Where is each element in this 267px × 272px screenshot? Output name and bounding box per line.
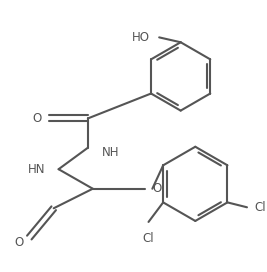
Text: Cl: Cl bbox=[255, 201, 266, 214]
Text: HO: HO bbox=[131, 31, 150, 44]
Text: NH: NH bbox=[101, 146, 119, 159]
Text: O: O bbox=[33, 112, 42, 125]
Text: O: O bbox=[152, 182, 162, 195]
Text: Cl: Cl bbox=[143, 232, 154, 245]
Text: O: O bbox=[14, 236, 23, 249]
Text: HN: HN bbox=[28, 163, 45, 176]
